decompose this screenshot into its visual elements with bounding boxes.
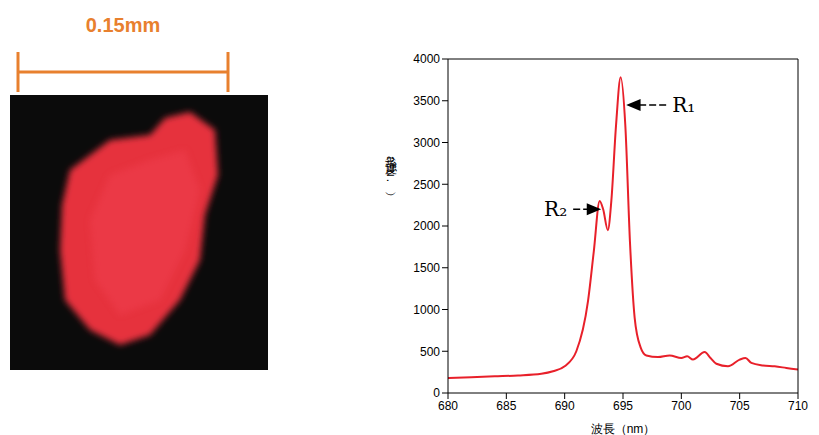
svg-text:波長（nm）: 波長（nm） [591, 422, 656, 435]
svg-text:690: 690 [555, 399, 575, 413]
svg-text:0: 0 [433, 386, 440, 400]
svg-text:700: 700 [671, 399, 691, 413]
svg-text:2500: 2500 [413, 178, 440, 192]
svg-text:R₁: R₁ [672, 93, 695, 117]
svg-text:0.15mm: 0.15mm [86, 14, 161, 36]
svg-text:705: 705 [730, 399, 750, 413]
svg-text:685: 685 [496, 399, 516, 413]
html-text:強度（a.u.）: 強度（a.u.） [384, 150, 398, 186]
svg-text:1000: 1000 [413, 303, 440, 317]
svg-text:2000: 2000 [413, 219, 440, 233]
svg-text:500: 500 [420, 345, 440, 359]
svg-text:1500: 1500 [413, 261, 440, 275]
svg-text:3000: 3000 [413, 136, 440, 150]
svg-text:3500: 3500 [413, 94, 440, 108]
svg-text:4000: 4000 [413, 52, 440, 66]
svg-text:R₂: R₂ [544, 197, 567, 221]
svg-text:710: 710 [788, 399, 808, 413]
svg-text:695: 695 [613, 399, 633, 413]
svg-text:680: 680 [438, 399, 458, 413]
